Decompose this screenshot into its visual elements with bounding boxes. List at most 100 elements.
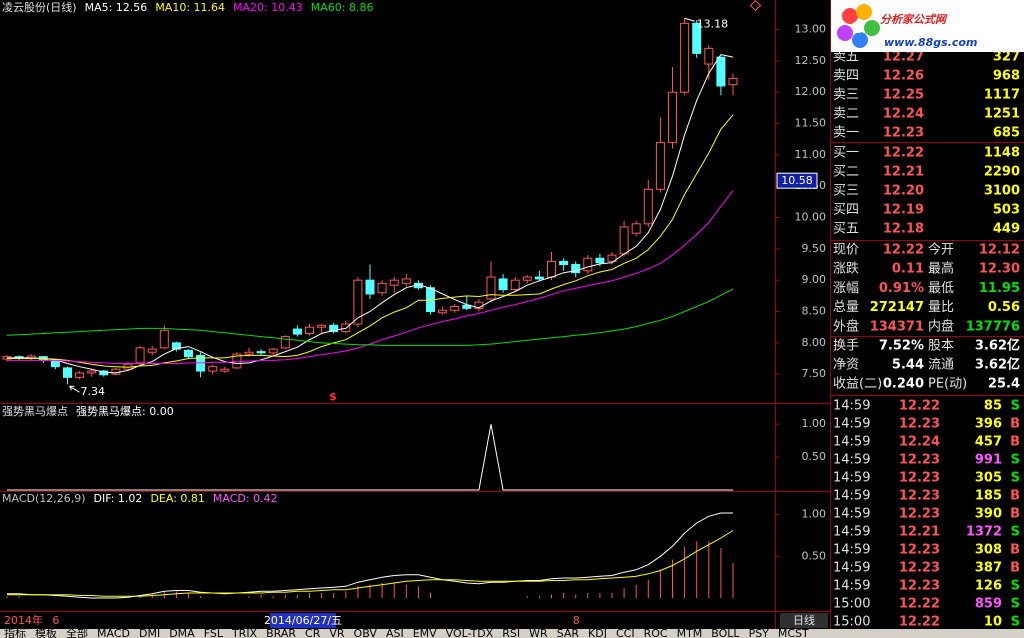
book-price: 12.19: [883, 203, 924, 218]
tab[interactable]: 指标: [4, 626, 26, 638]
trade-price: 12.23: [899, 579, 940, 594]
y-tick-label: 11.50: [795, 117, 827, 130]
quote-label: 内盘: [928, 318, 954, 334]
tab[interactable]: CCI: [616, 627, 635, 638]
trade-price: 12.22: [899, 399, 940, 414]
tab[interactable]: BOLL: [711, 627, 740, 638]
book-volume: 1251: [984, 107, 1020, 122]
legend-entry: MACD: 0.42: [213, 492, 278, 505]
quote-label: 涨跌: [833, 261, 859, 277]
tab[interactable]: KDJ: [588, 627, 607, 638]
y-tick-label: 12.50: [795, 54, 827, 67]
quote-label: 涨幅: [833, 281, 859, 296]
tab[interactable]: RSI: [502, 627, 520, 638]
trade-time: 14:59: [833, 453, 870, 468]
trade-volume: 390: [975, 507, 1002, 522]
book-label: 卖二: [833, 107, 859, 122]
quote-label: 外盘: [833, 318, 859, 334]
trade-flag: S: [1011, 453, 1020, 468]
tab[interactable]: VOL-TDX: [446, 627, 494, 638]
y-tick-label: 0.50: [802, 450, 827, 463]
candle-body: [631, 223, 641, 234]
trade-volume: 185: [975, 489, 1002, 504]
trade-price: 12.23: [899, 453, 940, 468]
book-volume: 685: [993, 126, 1020, 141]
icon[interactable]: [749, 0, 762, 12]
tab[interactable]: MTM: [677, 627, 703, 638]
logo-petal: [856, 4, 872, 20]
signal-marker: $: [329, 390, 337, 403]
tab[interactable]: PSY: [749, 627, 770, 638]
candle-body: [655, 141, 665, 190]
tab[interactable]: OBV: [354, 627, 378, 638]
candle-body: [171, 342, 181, 350]
candle-body: [716, 56, 726, 87]
tab[interactable]: DMA: [169, 627, 195, 638]
candle-body: [280, 336, 290, 349]
tab[interactable]: DMI: [139, 627, 160, 638]
series-line: [7, 54, 734, 374]
tab[interactable]: ROC: [644, 627, 668, 638]
cursor-date: 2014/06/27/五: [264, 614, 342, 627]
y-tick-label: 12.00: [795, 85, 827, 98]
tab[interactable]: WR: [529, 627, 548, 638]
candle-body: [292, 328, 302, 335]
book-label: 买三: [833, 184, 859, 199]
logo-center: [852, 21, 864, 33]
period: 日线: [793, 613, 815, 627]
quote-value: 7.52%: [879, 339, 924, 354]
trade-price: 12.23: [899, 417, 940, 432]
candle-body: [583, 257, 593, 272]
trade-volume: 308: [975, 543, 1002, 558]
period-box[interactable]: [780, 613, 828, 628]
tab[interactable]: FSL: [204, 627, 224, 638]
legend-entry: MA20: 10.43: [233, 1, 303, 14]
quote-label: 换手: [833, 339, 859, 354]
candle-body: [111, 368, 121, 375]
trade-time: 14:59: [833, 579, 870, 594]
tab[interactable]: BRAR: [266, 627, 296, 638]
book-price: 12.27: [883, 50, 924, 65]
trade-flag: B: [1010, 435, 1020, 450]
candle-body: [256, 351, 266, 354]
trade-volume: 387: [975, 561, 1002, 576]
tab[interactable]: MACD: [97, 627, 130, 638]
book-volume: 3100: [984, 184, 1020, 199]
candle-body: [607, 254, 617, 262]
trade-time: 14:59: [833, 561, 870, 576]
trade-flag: B: [1010, 417, 1020, 432]
tab[interactable]: MCST: [778, 627, 809, 638]
candle-body: [147, 348, 157, 353]
quote-value: 11.95: [979, 281, 1020, 296]
series-line: [7, 190, 734, 364]
tab[interactable]: EMV: [413, 627, 437, 638]
tab[interactable]: TRIX: [231, 627, 258, 638]
quote-value: 0.240: [883, 377, 924, 392]
candle-body: [510, 279, 520, 291]
tab[interactable]: ASI: [386, 627, 404, 638]
tab[interactable]: VR: [329, 627, 345, 638]
legend-entry: MA5: 12.56: [85, 1, 148, 14]
book-label: 买一: [833, 146, 859, 161]
tab[interactable]: CR: [305, 627, 321, 638]
tab[interactable]: 模板: [35, 626, 57, 638]
tab-bar: [0, 629, 1024, 638]
tab[interactable]: SAR: [557, 627, 580, 638]
tab[interactable]: 全部: [66, 626, 88, 638]
candle-body: [559, 260, 569, 266]
trade-flag: B: [1010, 489, 1020, 504]
quote-label: PE(动): [928, 377, 967, 392]
quote-value: 3.62亿: [975, 357, 1020, 373]
book-label: 买五: [833, 222, 859, 237]
quote-value: 25.4: [988, 377, 1020, 392]
candle-body: [450, 306, 460, 311]
annotation-leader: [684, 17, 695, 22]
y-tick-label: 8.00: [802, 336, 827, 349]
trade-time: 14:59: [833, 471, 870, 486]
book-price: 12.26: [883, 69, 924, 84]
logo-petal: [864, 20, 880, 36]
book-label: 卖五: [833, 50, 859, 65]
